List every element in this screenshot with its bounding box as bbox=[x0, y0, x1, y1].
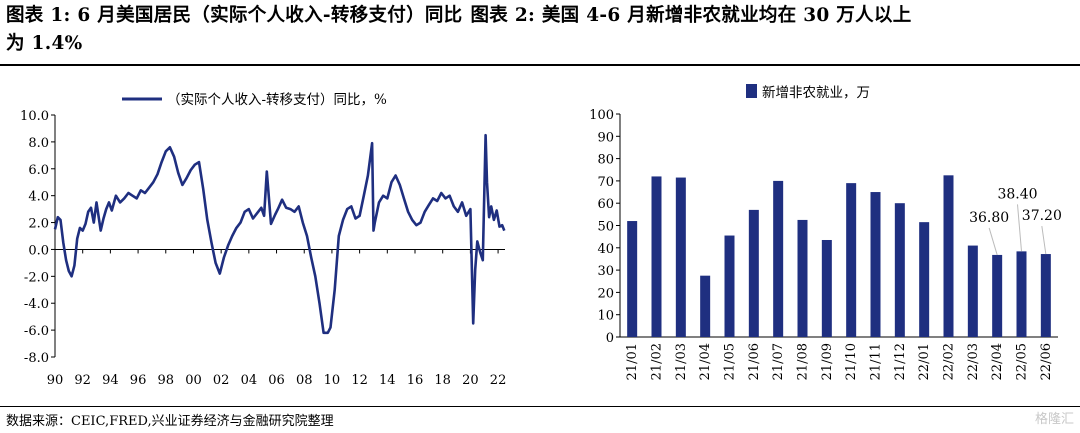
chart1-caption-continued: 为 1.4% bbox=[6, 33, 83, 54]
y-tick-label: 0.0 bbox=[28, 243, 49, 258]
bar-21-01 bbox=[627, 221, 638, 337]
x-tick-label: 21/04 bbox=[698, 343, 713, 380]
watermark: 格隆汇 bbox=[1034, 412, 1074, 427]
y-tick-label: 0 bbox=[606, 331, 614, 346]
line-chart-income: 10.0 8.0 6.0 4.0 2.0 0.0 -2.0 -4.0 -6.0 -8.0 90 92 9… bbox=[20, 92, 507, 388]
header-rule bbox=[0, 64, 1080, 66]
bar-22-06 bbox=[1040, 254, 1051, 337]
y-tick-label: 30 bbox=[597, 264, 614, 279]
x-tick-label: 21/02 bbox=[650, 343, 665, 380]
x-tick-label: 90 bbox=[47, 373, 64, 388]
y-tick-label: 4.0 bbox=[28, 190, 49, 205]
data-label: 36.80 bbox=[969, 210, 1009, 226]
y-tick-label: 2.0 bbox=[28, 217, 49, 232]
bar-22-02 bbox=[943, 175, 954, 337]
bar-21-02 bbox=[651, 176, 662, 337]
y-tick-label: 70 bbox=[597, 175, 614, 190]
y-tick-label: 10 bbox=[597, 309, 614, 324]
x-tick-label: 21/07 bbox=[771, 343, 786, 380]
annotation-leader bbox=[988, 227, 998, 256]
x-tick-label: 92 bbox=[74, 373, 91, 388]
y-tick-label: 6.0 bbox=[28, 163, 49, 178]
legend-swatch bbox=[746, 84, 757, 98]
x-tick-label: 04 bbox=[241, 373, 258, 388]
x-tick-label: 12 bbox=[351, 373, 368, 388]
bar-21-12 bbox=[894, 203, 905, 337]
x-tick-label: 21/05 bbox=[723, 343, 738, 380]
x-tick-label: 98 bbox=[157, 373, 174, 388]
data-label: 37.20 bbox=[1022, 208, 1062, 224]
y-tick-label: -6.0 bbox=[24, 324, 49, 339]
bar-21-04 bbox=[700, 275, 711, 337]
y-tick-label: -8.0 bbox=[24, 351, 49, 366]
x-tick-label: 22/01 bbox=[917, 343, 932, 380]
source-note: 数据来源：CEIC,FRED,兴业证券经济与金融研究院整理 bbox=[6, 414, 334, 429]
y-tick-label: 100 bbox=[589, 108, 614, 123]
footer-rule bbox=[0, 406, 1080, 407]
header-captions: 图表 1: 6 月美国居民（实际个人收入-转移支付）同比 图表 2: 美国 4-6… bbox=[6, 2, 1076, 58]
x-tick-label: 21/12 bbox=[893, 343, 908, 380]
x-tick-label: 96 bbox=[130, 373, 147, 388]
x-tick-label: 00 bbox=[185, 373, 202, 388]
x-tick-label: 16 bbox=[407, 373, 424, 388]
x-tick-label: 08 bbox=[296, 373, 313, 388]
x-tick-label: 21/03 bbox=[674, 343, 689, 380]
x-tick-label: 22/04 bbox=[990, 343, 1005, 380]
x-tick-label: 22 bbox=[490, 373, 507, 388]
bar-21-03 bbox=[675, 177, 686, 337]
bar-21-09 bbox=[821, 239, 832, 337]
x-tick-label: 22/03 bbox=[966, 343, 981, 380]
x-tick-label: 21/01 bbox=[625, 343, 640, 380]
bar-21-06 bbox=[748, 209, 759, 337]
x-tick-label: 94 bbox=[102, 373, 119, 388]
bar-21-08 bbox=[797, 219, 808, 337]
x-tick-label: 21/10 bbox=[844, 343, 859, 380]
y-tick-label: 60 bbox=[597, 197, 614, 212]
x-tick-label: 06 bbox=[268, 373, 285, 388]
chart2-caption: 图表 2: 美国 4-6 月新增非农就业均在 30 万人以上 bbox=[470, 5, 912, 26]
x-tick-label: 02 bbox=[213, 373, 230, 388]
legend-label: 新增非农就业，万 bbox=[762, 85, 870, 101]
y-tick-label: 8.0 bbox=[28, 136, 49, 151]
x-tick-label: 14 bbox=[379, 373, 396, 388]
annotation-leader bbox=[1041, 225, 1047, 255]
y-tick-label: 20 bbox=[597, 286, 614, 301]
x-tick-label: 18 bbox=[434, 373, 451, 388]
x-tick-label: 22/05 bbox=[1015, 343, 1030, 380]
y-tick-label: 40 bbox=[597, 242, 614, 257]
bar-22-05 bbox=[1016, 251, 1027, 337]
bar-22-04 bbox=[992, 254, 1003, 337]
annotation-leader bbox=[1017, 204, 1022, 252]
series-line bbox=[53, 133, 506, 335]
x-tick-label: 21/09 bbox=[820, 343, 835, 380]
x-tick-label: 21/11 bbox=[869, 343, 884, 380]
bar-21-11 bbox=[870, 192, 881, 337]
x-tick-label: 21/06 bbox=[747, 343, 762, 380]
x-tick-label: 20 bbox=[462, 373, 479, 388]
bar-22-03 bbox=[967, 245, 978, 337]
y-tick-label: 80 bbox=[597, 153, 614, 168]
x-tick-label: 10 bbox=[324, 373, 341, 388]
y-tick-label: -2.0 bbox=[24, 270, 49, 285]
bar-22-01 bbox=[919, 222, 930, 337]
bar-21-05 bbox=[724, 235, 735, 337]
chart1-caption: 图表 1: 6 月美国居民（实际个人收入-转移支付）同比 bbox=[6, 5, 463, 26]
y-tick-label: 90 bbox=[597, 130, 614, 145]
y-tick-label: 50 bbox=[597, 220, 614, 235]
y-tick-label: -4.0 bbox=[24, 297, 49, 312]
x-tick-label: 21/08 bbox=[796, 343, 811, 380]
bar-21-07 bbox=[773, 180, 784, 337]
x-tick-label: 22/02 bbox=[942, 343, 957, 380]
x-tick-label: 22/06 bbox=[1039, 343, 1054, 380]
legend-label: （实际个人收入-转移支付）同比，% bbox=[167, 92, 387, 108]
data-label: 38.40 bbox=[997, 186, 1037, 202]
bar-21-10 bbox=[846, 183, 857, 337]
y-tick-label: 10.0 bbox=[20, 109, 49, 124]
